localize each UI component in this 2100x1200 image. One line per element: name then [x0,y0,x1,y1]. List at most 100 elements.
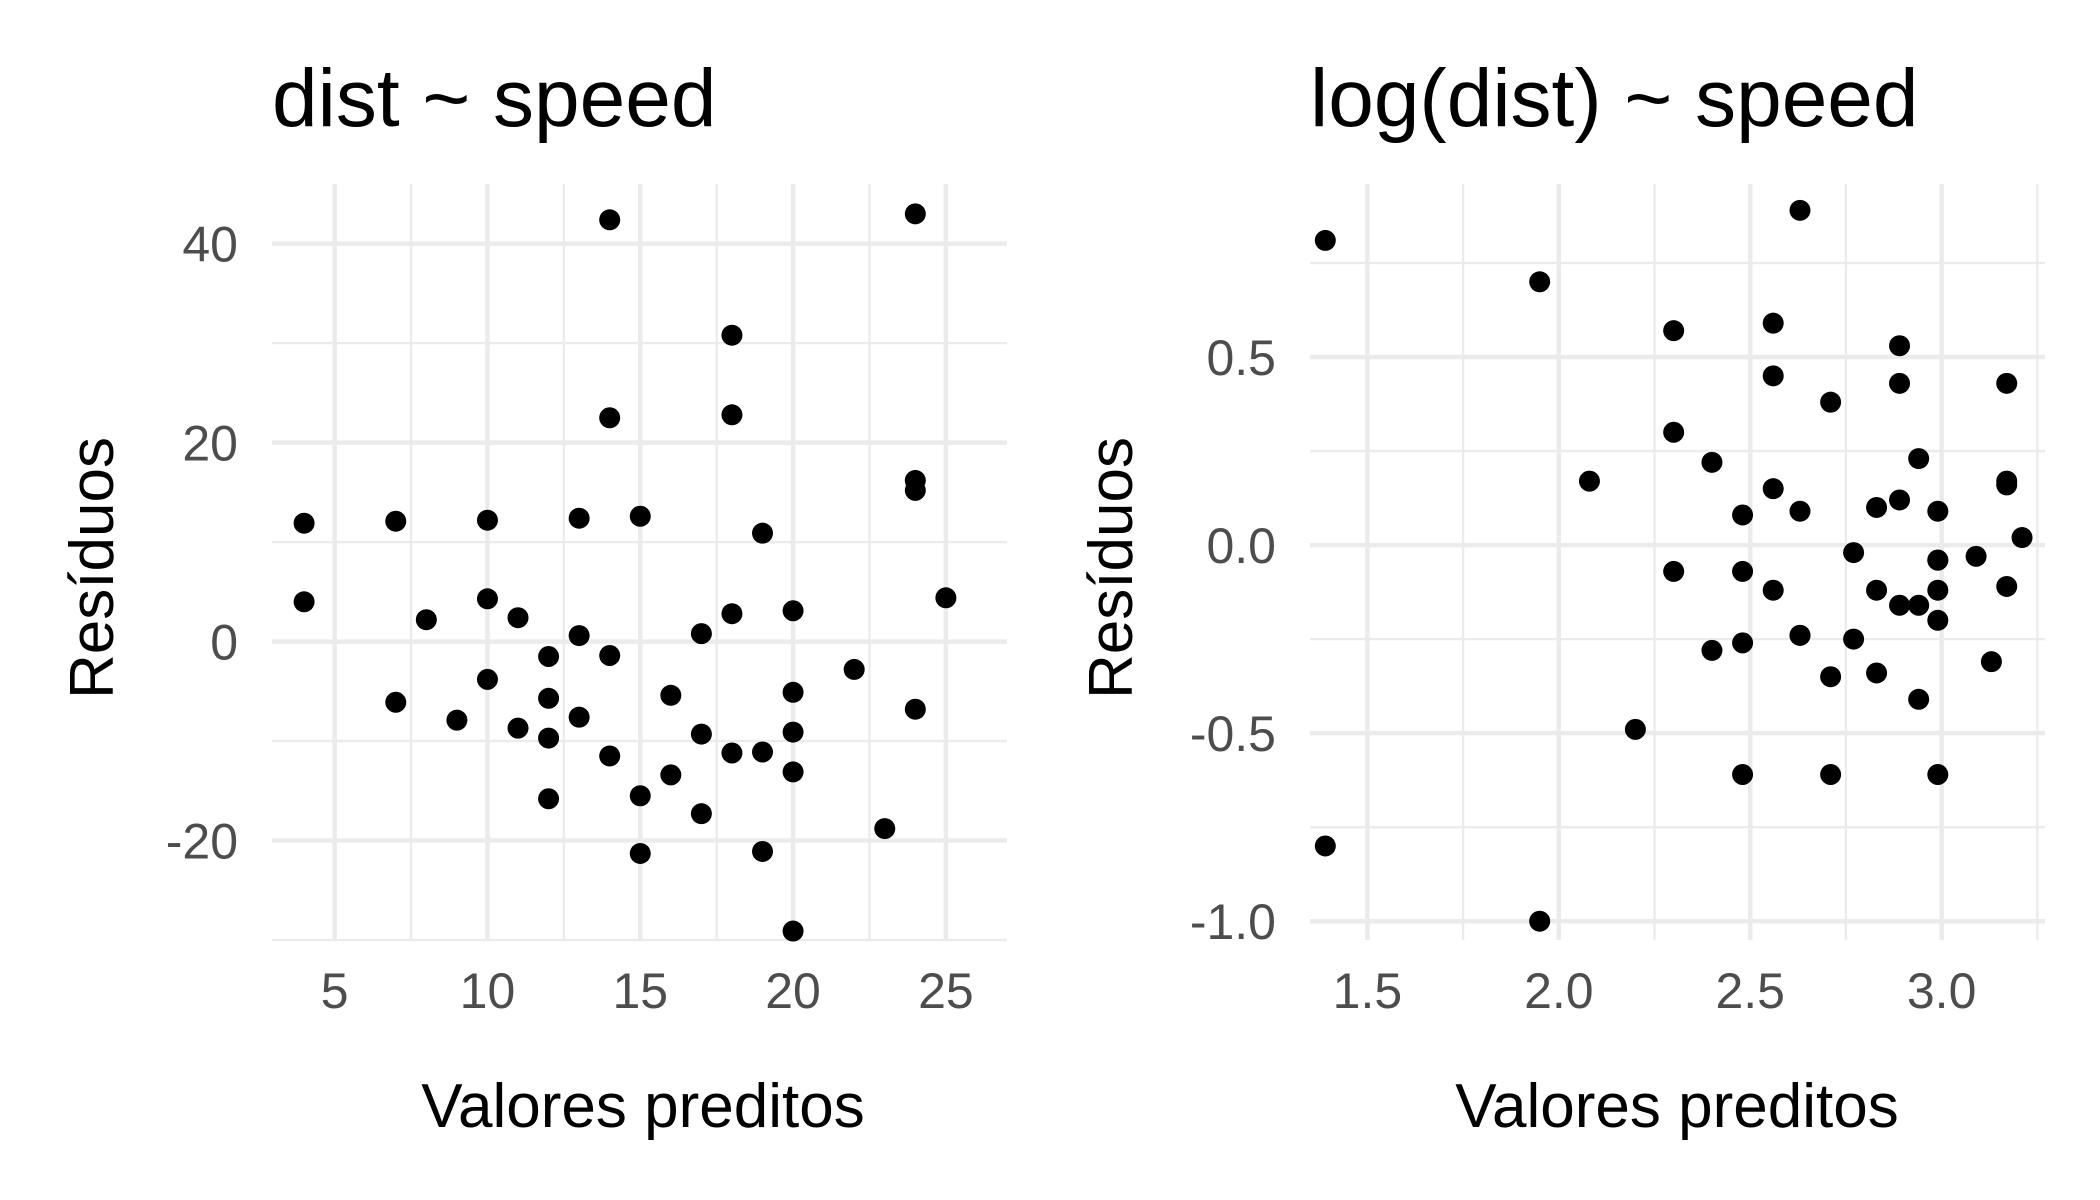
data-point [1996,575,2018,597]
data-point [1820,666,1842,688]
data-point [2011,527,2033,549]
data-point [1927,579,1949,601]
data-point [599,209,621,231]
data-point [568,625,590,647]
data-point [843,658,865,680]
data-point [1732,560,1754,582]
data-point [1843,628,1865,650]
y-axis-title: Resíduos [1077,437,1146,699]
x-tick-label: 5 [321,963,349,1019]
data-point [507,607,529,629]
data-point [721,404,743,426]
data-points [293,203,957,942]
data-point [660,684,682,706]
data-point [1663,320,1685,342]
panel-log-dist-speed: log(dist) ~ speed 1.5 2.0 2.5 3.0 -1.0 -0.5 0… [1077,53,2045,1141]
x-tick-label: 25 [918,963,974,1019]
data-point [935,587,957,609]
data-point [1927,764,1949,786]
data-point [293,591,315,613]
data-point [1820,391,1842,413]
panel-dist-speed: dist ~ speed 5 10 15 20 25 -20 0 20 40 Valores … [58,53,1007,1141]
x-tick-label: 10 [460,963,516,1019]
data-point [752,840,774,862]
x-tick-label: 2.0 [1524,963,1594,1019]
data-point [1866,662,1888,684]
data-point [385,510,407,532]
data-point [904,203,926,225]
y-tick-label: 0.0 [1206,518,1276,574]
data-point [752,741,774,763]
data-point [752,522,774,544]
data-point [1701,451,1723,473]
data-point [385,691,407,713]
data-point [1529,910,1551,932]
y-tick-labels: -20 0 20 40 [166,217,238,870]
data-point [1529,271,1551,293]
data-point [1927,500,1949,522]
data-point [690,803,712,825]
y-axis-title: Resíduos [58,437,127,699]
data-point [782,721,804,743]
data-point [1996,474,2018,496]
data-point [1889,594,1911,616]
data-point [690,723,712,745]
data-point [1789,500,1811,522]
x-tick-label: 20 [765,963,821,1019]
x-tick-labels: 5 10 15 20 25 [321,963,974,1019]
data-point [415,609,437,631]
x-tick-label: 2.5 [1715,963,1785,1019]
data-point [782,920,804,942]
data-point [507,717,529,739]
data-point [538,646,560,667]
x-tick-label: 15 [612,963,668,1019]
data-point [568,706,590,728]
data-point [1889,372,1911,394]
y-tick-label: -0.5 [1190,706,1276,762]
data-point [599,407,621,429]
minor-gridlines [1310,184,2045,940]
y-tick-label: 0.5 [1206,330,1276,386]
data-point [1866,579,1888,601]
data-point [476,509,498,531]
data-point [1762,365,1784,387]
data-point [782,761,804,783]
data-point [782,600,804,622]
data-point [538,727,560,749]
panel-title: log(dist) ~ speed [1310,53,1919,144]
data-point [1889,335,1911,357]
data-point [1927,549,1949,571]
data-point [629,505,651,527]
data-point [1843,542,1865,564]
data-point [721,742,743,764]
data-point [904,479,926,501]
data-point [721,603,743,625]
data-point [599,645,621,667]
data-point [1732,764,1754,786]
data-point [1789,199,1811,221]
data-point [1762,478,1784,500]
data-point [568,507,590,529]
data-point [1578,470,1600,492]
y-tick-labels: -1.0 -0.5 0.0 0.5 [1190,330,1276,950]
data-point [1624,718,1646,740]
data-point [1889,489,1911,511]
y-tick-label: 40 [182,217,238,273]
data-point [1996,372,2018,394]
data-point [721,324,743,346]
data-point [1965,545,1987,567]
data-point [1908,594,1930,616]
data-point [476,668,498,690]
data-point [1314,835,1336,857]
data-point [1663,560,1685,582]
data-point [1732,504,1754,526]
data-point [1820,764,1842,786]
data-points [1314,199,2033,932]
data-point [690,623,712,645]
data-point [1980,651,2002,673]
data-point [446,709,468,731]
y-tick-label: 0 [210,615,238,671]
y-tick-label: -20 [166,814,238,870]
x-axis-title: Valores preditos [421,1072,864,1141]
